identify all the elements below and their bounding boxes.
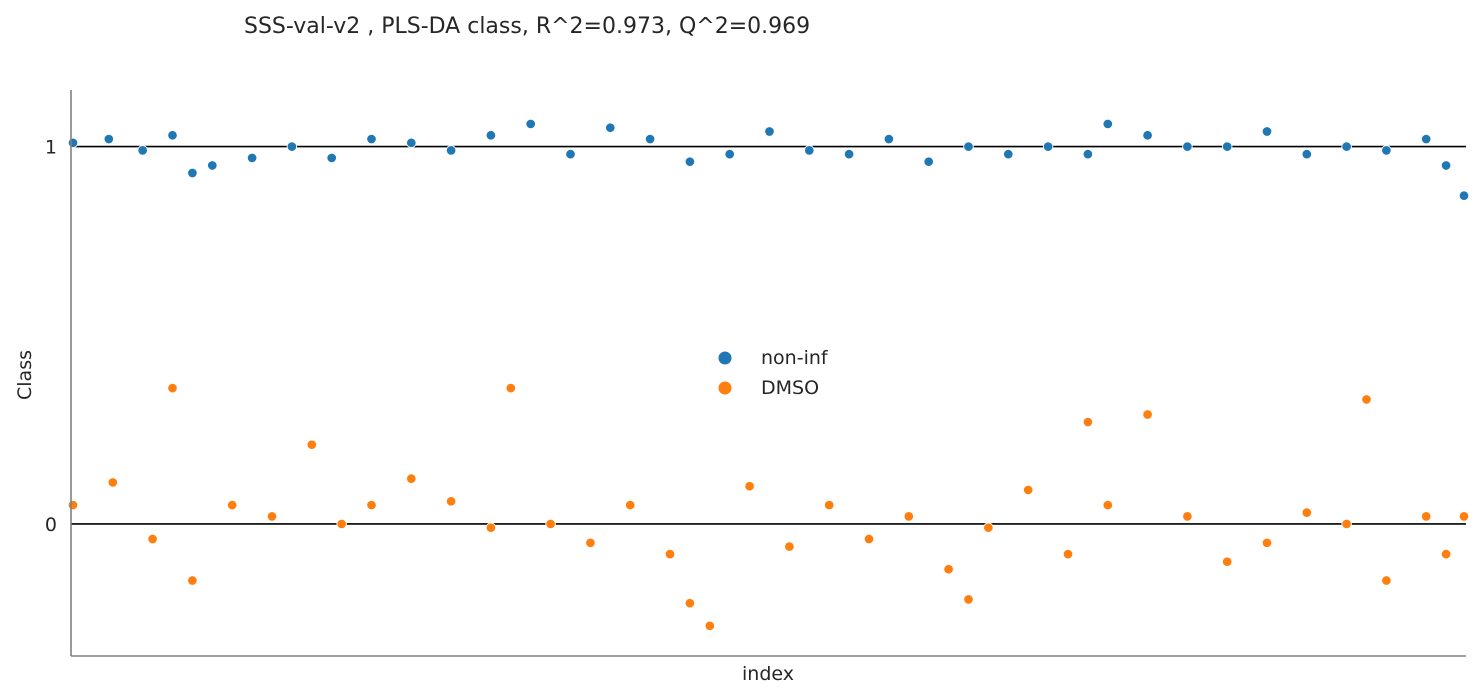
data-point	[406, 473, 417, 484]
data-point	[1341, 518, 1352, 530]
data-point	[1420, 133, 1432, 145]
data-point	[505, 382, 517, 394]
y-tick-label: 1	[45, 137, 57, 159]
data-point	[724, 148, 735, 160]
x-axis-label: index	[742, 663, 794, 685]
data-point	[226, 499, 238, 511]
data-point	[137, 145, 148, 156]
data-point	[1082, 148, 1094, 160]
data-point	[1003, 148, 1014, 160]
data-point	[1102, 118, 1114, 130]
data-point	[366, 499, 377, 511]
data-point	[1221, 141, 1233, 152]
data-point	[1458, 190, 1470, 201]
data-point	[923, 156, 934, 167]
series-non-inf	[67, 118, 1470, 201]
data-point	[1142, 130, 1153, 141]
data-point	[624, 499, 636, 511]
series-dmso	[67, 382, 1470, 632]
data-point	[103, 133, 115, 145]
data-point	[406, 137, 417, 149]
data-point	[843, 148, 855, 160]
data-point	[684, 156, 696, 167]
data-point	[943, 563, 954, 575]
y-tick-labels: 01	[45, 137, 57, 536]
chart-title: SSS-val-v2 , PLS-DA class, R^2=0.973, Q^…	[244, 14, 810, 39]
data-point	[684, 597, 696, 609]
legend-label: DMSO	[761, 377, 819, 399]
data-point	[1301, 507, 1313, 518]
data-point	[1102, 499, 1114, 511]
data-point	[1420, 511, 1432, 522]
data-point	[764, 126, 775, 137]
data-point	[863, 533, 875, 545]
data-point	[306, 439, 318, 450]
data-point	[286, 141, 298, 152]
data-point	[1381, 575, 1392, 586]
data-point	[704, 620, 716, 632]
data-point	[167, 382, 178, 394]
data-point	[336, 518, 347, 530]
data-point	[744, 480, 755, 492]
legend: non-inf DMSO	[717, 347, 829, 399]
data-point	[823, 499, 835, 511]
data-point	[107, 477, 119, 488]
data-point	[1381, 145, 1392, 156]
data-point	[67, 137, 79, 149]
data-point	[1361, 394, 1372, 405]
data-point	[1221, 556, 1233, 567]
data-point	[545, 518, 556, 530]
data-point	[664, 548, 676, 560]
data-point	[903, 511, 915, 522]
data-point	[883, 133, 895, 145]
data-point	[445, 496, 457, 507]
data-point	[1458, 511, 1470, 522]
data-point	[784, 541, 795, 552]
data-point	[246, 152, 258, 164]
data-point	[187, 575, 198, 586]
data-point	[644, 133, 656, 145]
plot-area	[67, 118, 1470, 632]
data-point	[1261, 537, 1273, 549]
data-point	[1062, 548, 1074, 560]
y-axis-label: Class	[14, 350, 36, 400]
y-tick-label: 0	[45, 514, 57, 536]
data-point	[963, 141, 974, 152]
data-point	[167, 130, 178, 141]
data-point	[1440, 160, 1452, 171]
data-point	[266, 511, 278, 522]
data-point	[1142, 409, 1153, 420]
data-point	[585, 537, 596, 549]
data-point	[1182, 511, 1193, 522]
legend-label: non-inf	[761, 347, 829, 369]
data-point	[525, 118, 536, 130]
reference-lines	[71, 145, 1466, 525]
data-point	[605, 122, 616, 133]
data-point	[963, 594, 974, 605]
data-point	[67, 499, 79, 511]
data-point	[1042, 141, 1054, 152]
data-point	[1022, 484, 1034, 496]
data-point	[445, 145, 457, 156]
data-point	[366, 133, 377, 145]
data-point	[1082, 416, 1094, 428]
data-point	[147, 533, 158, 545]
data-point	[485, 522, 497, 533]
legend-marker	[717, 350, 733, 366]
data-point	[565, 148, 576, 160]
data-point	[1301, 148, 1313, 160]
data-point	[207, 160, 218, 171]
series-layer	[67, 118, 1470, 632]
data-point	[1261, 126, 1273, 137]
data-point	[187, 167, 198, 179]
data-point	[1440, 548, 1452, 560]
data-point	[1341, 141, 1352, 152]
data-point	[1182, 141, 1193, 152]
data-point	[485, 130, 497, 141]
data-point	[326, 152, 337, 164]
legend-marker	[717, 380, 733, 396]
data-point	[804, 145, 815, 156]
data-point	[983, 522, 994, 533]
